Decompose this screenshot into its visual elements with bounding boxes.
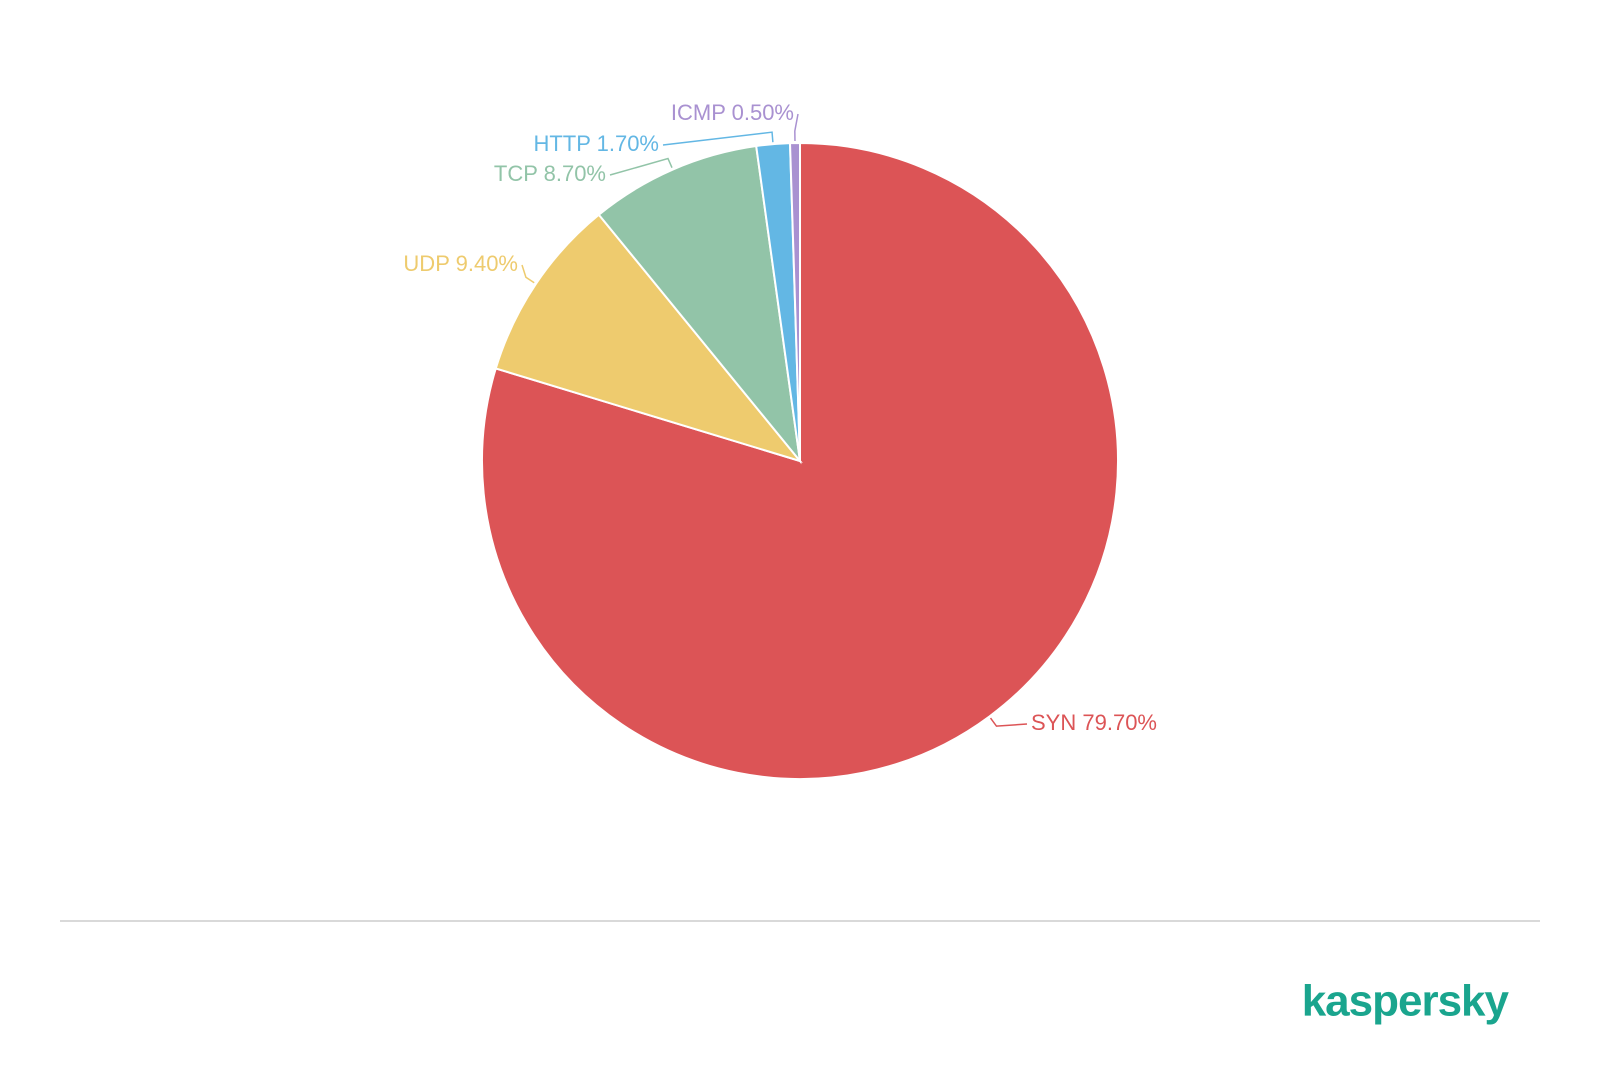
slice-label: HTTP 1.70% xyxy=(533,131,659,156)
pie-slice xyxy=(788,141,801,462)
slice-value-label: 79.70% xyxy=(1082,710,1157,735)
slice-label: ICMP 0.50% xyxy=(671,100,794,125)
slice-category: SYN xyxy=(1031,710,1076,735)
logo: kaspersky xyxy=(1302,977,1510,1026)
slice-category: TCP xyxy=(494,161,538,186)
slice-value-label: 8.70% xyxy=(544,161,606,186)
slice-category: HTTP xyxy=(533,131,590,156)
slice-label: UDP 9.40% xyxy=(403,251,518,276)
pie-slice xyxy=(597,144,802,465)
leader-line xyxy=(521,264,535,284)
slice-value-label: 9.40% xyxy=(456,251,518,276)
slice-value-label: 0.50% xyxy=(732,100,794,125)
slice-value-label: 1.70% xyxy=(597,131,659,156)
leader-line xyxy=(609,157,673,176)
leader-line xyxy=(989,717,1028,727)
leader-line xyxy=(662,131,774,146)
slice-label: SYN 79.70% xyxy=(1031,710,1157,735)
leader-line xyxy=(794,113,799,142)
pie-slice xyxy=(494,213,803,463)
slice-category: UDP xyxy=(403,251,449,276)
slice-label: TCP 8.70% xyxy=(494,161,606,186)
slice-category: ICMP xyxy=(671,100,726,125)
